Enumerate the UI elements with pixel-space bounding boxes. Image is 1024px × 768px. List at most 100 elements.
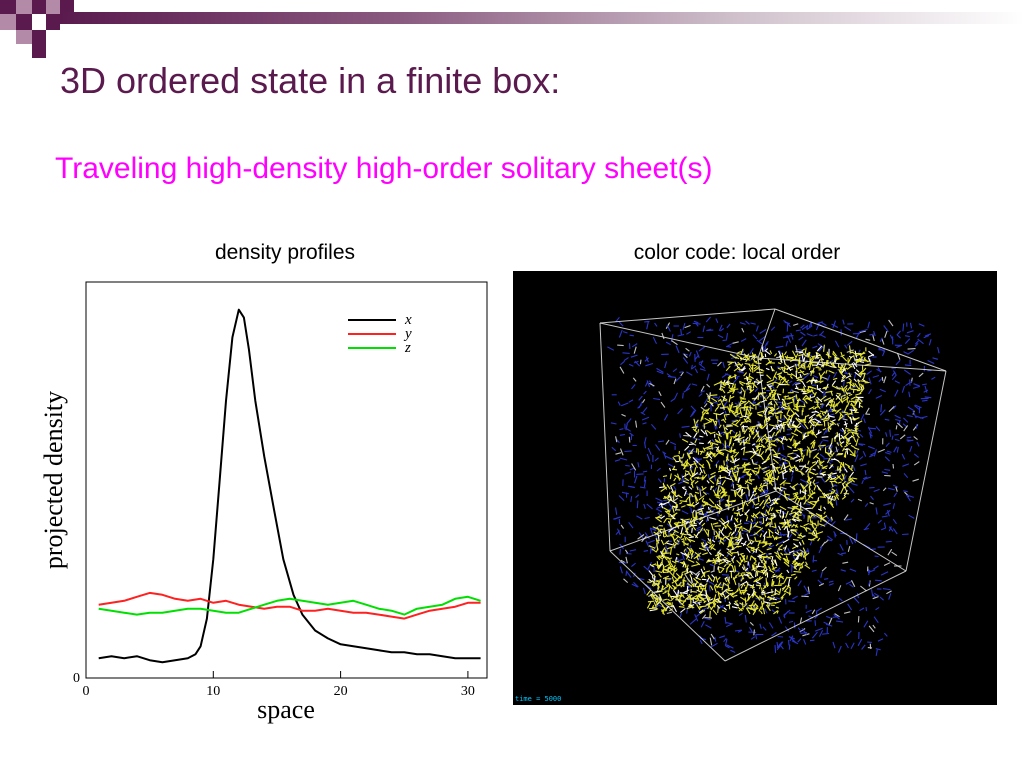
particle-mark bbox=[767, 544, 775, 549]
particle-mark bbox=[638, 395, 643, 401]
particle-mark bbox=[746, 405, 754, 410]
particle-mark bbox=[901, 385, 906, 393]
particle-mark bbox=[726, 622, 733, 625]
particle-mark bbox=[843, 611, 851, 614]
particle-mark bbox=[745, 502, 749, 507]
particle-mark bbox=[768, 529, 771, 537]
particle-mark bbox=[823, 511, 826, 515]
color-code-caption: color code: local order bbox=[633, 241, 841, 264]
particle-mark bbox=[850, 642, 855, 650]
particle-mark bbox=[784, 355, 788, 360]
particle-mark bbox=[735, 486, 742, 491]
particle-mark bbox=[710, 570, 715, 573]
particle-mark bbox=[783, 610, 789, 617]
particle-mark bbox=[669, 473, 672, 480]
particle-mark bbox=[816, 531, 824, 535]
particle-mark bbox=[923, 389, 929, 393]
particle-mark bbox=[644, 532, 650, 540]
particle-mark bbox=[690, 492, 694, 498]
particle-mark bbox=[790, 373, 798, 378]
particle-mark bbox=[694, 491, 700, 494]
particle-mark bbox=[786, 373, 792, 376]
particle-mark bbox=[656, 367, 664, 373]
particle-mark bbox=[844, 344, 848, 349]
particle-mark bbox=[748, 604, 753, 607]
particle-mark bbox=[706, 447, 713, 450]
particle-mark bbox=[694, 580, 699, 586]
particle-mark bbox=[731, 456, 735, 461]
particle-mark bbox=[758, 464, 762, 469]
particle-mark bbox=[661, 332, 665, 340]
particle-mark bbox=[693, 577, 699, 584]
simulation-box-edges bbox=[599, 308, 947, 662]
particle-mark bbox=[669, 499, 677, 504]
particle-mark bbox=[631, 562, 636, 568]
title-bar-decoration bbox=[0, 0, 1024, 60]
particle-mark bbox=[681, 425, 690, 428]
particle-mark bbox=[807, 460, 810, 465]
particle-mark bbox=[808, 413, 816, 419]
particle-mark bbox=[685, 431, 692, 438]
particle-mark bbox=[625, 556, 628, 564]
particle-mark bbox=[859, 372, 866, 375]
particle-mark bbox=[768, 389, 775, 395]
particle-mark bbox=[841, 384, 848, 391]
particle-mark bbox=[714, 554, 720, 557]
particle-mark bbox=[849, 536, 854, 545]
legend-label-y: y bbox=[403, 326, 412, 342]
particle-mark bbox=[715, 440, 719, 444]
particle-mark bbox=[819, 460, 822, 465]
particle-mark bbox=[818, 444, 826, 447]
particle-mark bbox=[670, 595, 676, 602]
particle-mark bbox=[662, 555, 670, 559]
particle-mark bbox=[783, 561, 790, 567]
particle-mark bbox=[882, 588, 891, 591]
particle-mark bbox=[730, 383, 735, 391]
particle-mark bbox=[730, 594, 735, 598]
particle-mark bbox=[630, 496, 633, 502]
particle-mark bbox=[777, 466, 781, 469]
particle-mark bbox=[672, 589, 679, 597]
particle-mark bbox=[707, 474, 710, 479]
particle-mark bbox=[717, 395, 721, 401]
particle-mark bbox=[891, 374, 897, 381]
particle-mark bbox=[869, 502, 874, 505]
particle-mark bbox=[865, 338, 871, 341]
particle-mark bbox=[675, 557, 678, 561]
particle-mark bbox=[626, 428, 631, 432]
particle-mark bbox=[806, 476, 810, 483]
particle-mark bbox=[706, 577, 710, 583]
particle-mark bbox=[818, 523, 826, 527]
particle-mark bbox=[723, 564, 727, 568]
particle-mark bbox=[774, 531, 779, 535]
particle-mark bbox=[748, 401, 757, 405]
particle-mark bbox=[766, 374, 772, 380]
particle-mark bbox=[659, 486, 665, 489]
particle-mark bbox=[808, 406, 815, 410]
particle-mark bbox=[801, 552, 805, 558]
particle-mark bbox=[903, 351, 908, 355]
particle-mark bbox=[718, 388, 723, 392]
particle-mark bbox=[713, 487, 718, 493]
particle-mark bbox=[695, 513, 697, 520]
particle-mark bbox=[794, 493, 798, 497]
particle-mark bbox=[856, 360, 861, 364]
particle-mark bbox=[829, 401, 833, 409]
particle-mark bbox=[699, 605, 707, 608]
particle-mark bbox=[727, 375, 731, 379]
particle-mark bbox=[750, 515, 756, 519]
particle-mark bbox=[805, 609, 812, 614]
particle-mark bbox=[730, 480, 735, 487]
particle-mark bbox=[892, 503, 896, 510]
particle-mark bbox=[719, 412, 724, 416]
particle-mark bbox=[818, 414, 822, 418]
particle-mark bbox=[732, 458, 740, 463]
particle-mark bbox=[694, 570, 701, 576]
particle-mark bbox=[674, 568, 678, 573]
particle-mark bbox=[775, 554, 782, 561]
particle-mark bbox=[836, 474, 844, 482]
particle-mark bbox=[804, 397, 812, 400]
particle-mark bbox=[786, 365, 795, 370]
particle-mark bbox=[808, 465, 814, 470]
particle-mark bbox=[696, 528, 702, 532]
